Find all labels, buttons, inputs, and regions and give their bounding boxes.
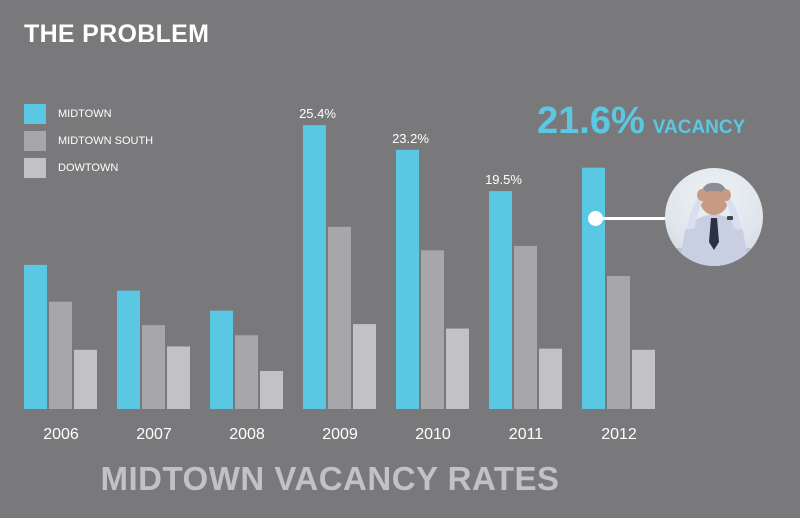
- legend-label-downtown: DOWTOWN: [58, 162, 119, 174]
- bar-dowtown-2009: [353, 324, 376, 409]
- bar-midtown-south-2006: [49, 301, 72, 409]
- legend-swatch-midtown: [24, 104, 46, 124]
- x-tick-label-2007: 2007: [136, 426, 172, 443]
- bar-dowtown-2012: [632, 349, 655, 409]
- bar-midtown-2010: [396, 149, 419, 410]
- bar-dowtown-2008: [260, 371, 283, 409]
- bar-midtown-south-2008: [235, 335, 258, 409]
- callout-value: 21.6%: [537, 100, 645, 142]
- callout-connector-line: [596, 217, 668, 220]
- bar-midtown-2006: [24, 264, 47, 409]
- legend-swatch-midtown-south: [24, 131, 46, 151]
- bar-midtown-2008: [210, 310, 233, 409]
- callout-unit: VACANCY: [652, 117, 746, 138]
- chart-subtitle: MIDTOWN VACANCY RATES: [100, 460, 560, 497]
- bar-midtown-south-2007: [142, 325, 165, 409]
- bar-midtown-2012: [582, 167, 605, 409]
- bar-dowtown-2011: [539, 348, 562, 409]
- legend-label-midtown: MIDTOWN: [58, 108, 112, 120]
- data-label-2009: 25.4%: [299, 106, 336, 121]
- bar-midtown-south-2009: [328, 226, 351, 409]
- x-tick-label-2006: 2006: [43, 426, 79, 443]
- bar-midtown-2009: [303, 125, 326, 409]
- stressed-businessman-icon: [665, 168, 763, 266]
- bar-midtown-south-2010: [421, 250, 444, 409]
- data-label-2011: 19.5%: [485, 172, 522, 187]
- x-tick-label-2009: 2009: [322, 426, 358, 443]
- legend-label-midtown-south: MIDTOWN SOUTH: [58, 135, 154, 147]
- page-title: THE PROBLEM: [24, 20, 210, 48]
- bar-midtown-2011: [489, 191, 512, 409]
- data-label-2010: 23.2%: [392, 131, 429, 146]
- vacancy-callout: 21.6% VACANCY: [537, 100, 745, 143]
- bar-dowtown-2010: [446, 328, 469, 409]
- callout-connector-dot: [588, 211, 603, 226]
- x-tick-label-2010: 2010: [415, 426, 451, 443]
- legend-swatch-downtown: [24, 158, 46, 178]
- bar-dowtown-2007: [167, 346, 190, 409]
- bar-midtown-south-2011: [514, 245, 537, 409]
- x-tick-label-2011: 2011: [509, 426, 544, 443]
- x-tick-label-2008: 2008: [229, 426, 265, 443]
- bar-midtown-2007: [117, 290, 140, 409]
- x-tick-label-2012: 2012: [601, 426, 637, 443]
- bar-midtown-south-2012: [607, 276, 630, 409]
- bar-dowtown-2006: [74, 349, 97, 409]
